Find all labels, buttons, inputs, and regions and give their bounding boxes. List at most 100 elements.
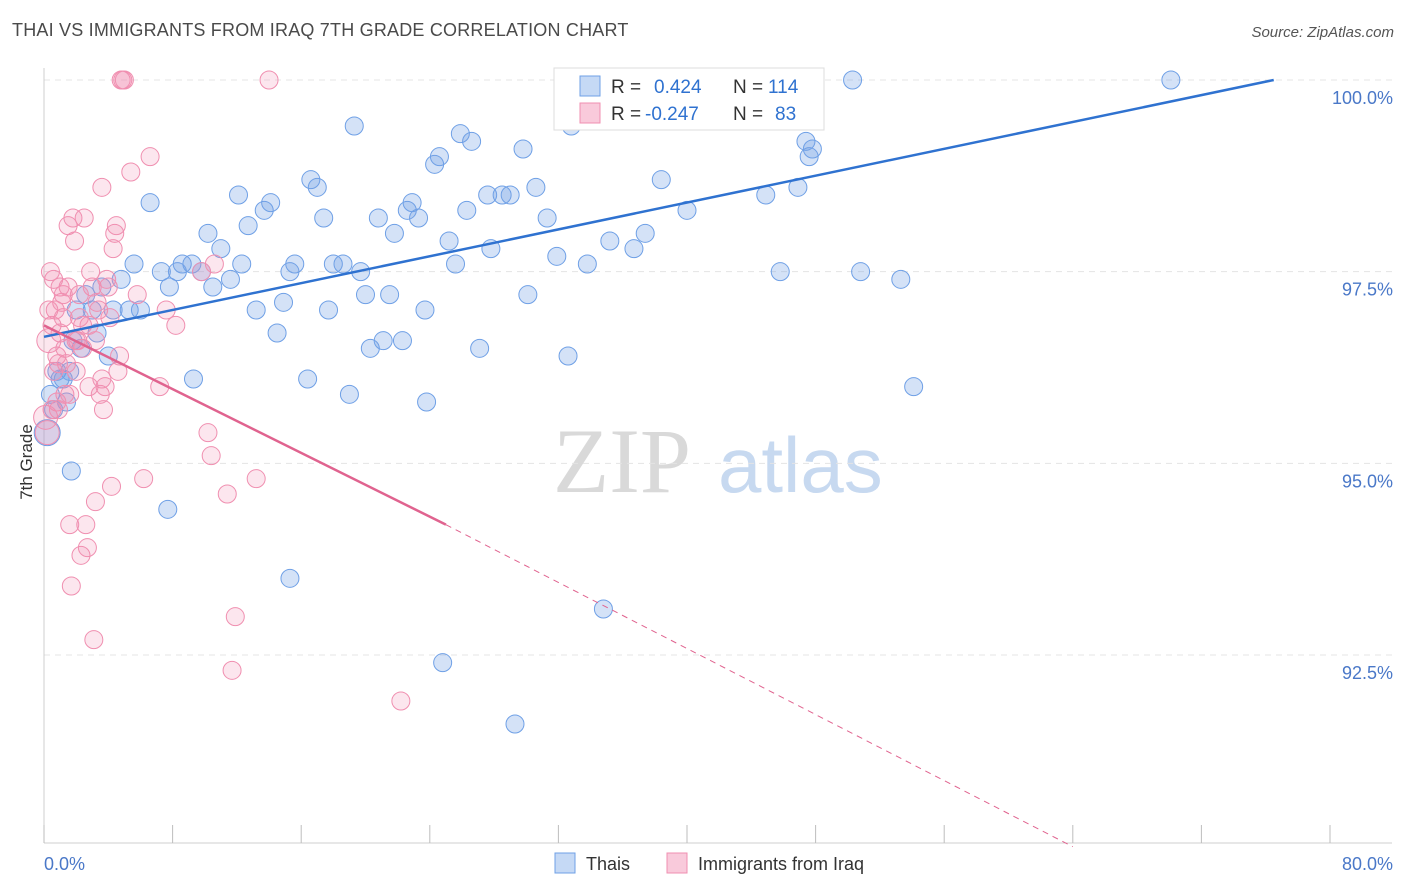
thai-point — [526, 177, 546, 197]
thai-point — [492, 185, 512, 205]
thai-point — [368, 208, 388, 228]
thai-point — [182, 254, 202, 274]
iraq-trend-line — [43, 324, 447, 526]
thai-point — [392, 331, 412, 351]
thai-point — [124, 254, 144, 274]
thai-point — [843, 70, 863, 90]
thai-point — [593, 599, 613, 619]
thai-point — [40, 384, 60, 404]
thai-swatch — [579, 75, 601, 97]
iraq-point — [121, 162, 141, 182]
gridlines: 100.0% 97.5% 95.0% 92.5% — [44, 79, 1393, 683]
thai-point — [505, 714, 525, 734]
thai-point — [356, 285, 375, 305]
thai-point — [651, 170, 671, 190]
iraq-point — [105, 223, 125, 243]
thai-point — [384, 223, 404, 243]
iraq-point — [217, 484, 237, 504]
trend-lines — [43, 78, 1274, 848]
thai-n-label: N = — [733, 77, 763, 98]
thai-point — [232, 254, 252, 274]
iraq-point — [39, 300, 59, 320]
thai-point — [61, 461, 81, 481]
iraq-point — [134, 469, 154, 489]
y-tick-label: 95.0% — [1342, 471, 1393, 491]
thai-point — [802, 139, 822, 159]
thai-point — [238, 216, 258, 236]
thai-point — [103, 300, 123, 320]
iraq-point — [63, 208, 83, 228]
thai-point — [274, 292, 294, 312]
iraq-point — [69, 308, 89, 328]
iraq-point — [34, 420, 60, 446]
thai-point — [417, 392, 437, 412]
thai-point — [254, 200, 274, 220]
thai-point — [433, 653, 453, 673]
iraq-point — [98, 277, 118, 297]
iraq-point — [114, 70, 134, 90]
iraq-point — [60, 515, 80, 535]
iraq-points — [33, 70, 411, 711]
iraq-point — [201, 446, 221, 466]
thai-point — [796, 131, 816, 151]
thai-point — [314, 208, 334, 228]
iraq-point — [246, 469, 266, 489]
thai-point — [462, 131, 482, 151]
thai-point — [229, 185, 249, 205]
thai-point — [323, 254, 343, 274]
thai-point — [319, 300, 339, 320]
thai-point — [158, 499, 178, 519]
thai-point — [756, 185, 776, 205]
thai-point — [547, 246, 567, 266]
thai-point — [298, 369, 318, 389]
legend-iraq-label: Immigrants from Iraq — [698, 854, 864, 874]
thai-point — [333, 254, 353, 274]
stats-legend: R = 0.424 N = 114 R = -0.247 N = 83 — [553, 67, 825, 131]
thai-point — [577, 254, 597, 274]
source-label: Source: ZipAtlas.com — [1251, 24, 1394, 41]
thai-point — [851, 262, 871, 282]
thai-point — [904, 377, 924, 397]
iraq-point — [42, 400, 62, 420]
thai-point — [429, 147, 449, 167]
iraq-point — [74, 208, 94, 228]
thai-point — [624, 239, 644, 259]
iraq-point — [81, 262, 101, 282]
thai-point — [439, 231, 459, 251]
watermark-atlas: atlas — [718, 421, 883, 509]
thai-point — [344, 116, 364, 136]
iraq-point — [77, 538, 97, 558]
y-tick-label: 97.5% — [1342, 280, 1393, 300]
iraq-point — [92, 177, 112, 197]
thai-point — [280, 568, 300, 588]
iraq-point — [97, 269, 117, 289]
y-tick-label: 92.5% — [1342, 663, 1393, 683]
thai-point — [60, 361, 80, 381]
thai-point — [446, 254, 466, 274]
legend-thais-swatch — [554, 852, 576, 874]
iraq-point — [259, 70, 279, 90]
thai-point — [558, 346, 578, 366]
thai-trend-line — [43, 78, 1274, 339]
thai-point — [518, 285, 538, 305]
thai-point — [457, 200, 477, 220]
x-tick-label-min: 0.0% — [44, 854, 85, 874]
thai-point — [267, 323, 287, 343]
iraq-point — [166, 315, 186, 335]
iraq-r-value: -0.247 — [645, 104, 699, 125]
axes: 0.0% 80.0% — [43, 68, 1393, 874]
iraq-n-value: 83 — [775, 104, 796, 125]
iraq-point — [65, 231, 85, 251]
thai-point — [285, 254, 305, 274]
thai-point — [1161, 70, 1181, 90]
iraq-point — [61, 576, 81, 596]
thai-point — [470, 338, 490, 358]
iraq-point — [391, 691, 411, 711]
y-tick-label: 100.0% — [1332, 88, 1393, 108]
iraq-point — [87, 292, 107, 312]
thai-point — [513, 139, 533, 159]
y-axis-label: 7th Grade — [17, 424, 36, 500]
thai-point — [380, 285, 400, 305]
iraq-point — [92, 369, 112, 389]
iraq-point — [222, 660, 242, 680]
